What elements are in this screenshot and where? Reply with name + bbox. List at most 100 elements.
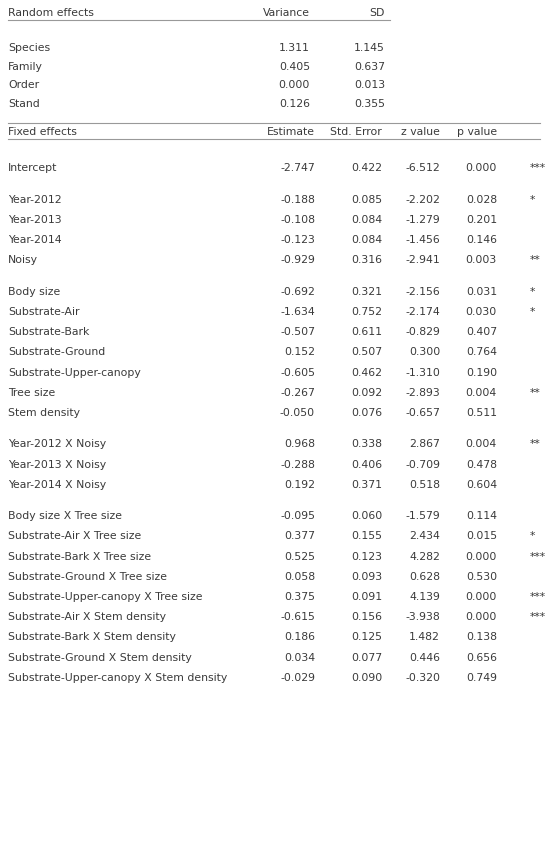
Text: -0.288: -0.288: [280, 460, 315, 470]
Text: -0.692: -0.692: [280, 287, 315, 297]
Text: 0.518: 0.518: [409, 479, 440, 490]
Text: 0.637: 0.637: [354, 62, 385, 71]
Text: 0.749: 0.749: [466, 673, 497, 683]
Text: 0.138: 0.138: [466, 633, 497, 642]
Text: 0.422: 0.422: [351, 164, 382, 173]
Text: 0.338: 0.338: [351, 440, 382, 449]
Text: 0.371: 0.371: [351, 479, 382, 490]
Text: 0.060: 0.060: [351, 511, 382, 521]
Text: Body size: Body size: [8, 287, 60, 297]
Text: -0.657: -0.657: [405, 408, 440, 418]
Text: 0.000: 0.000: [466, 612, 497, 623]
Text: 0.300: 0.300: [408, 348, 440, 357]
Text: 0.377: 0.377: [284, 531, 315, 541]
Text: 0.092: 0.092: [351, 388, 382, 398]
Text: 0.478: 0.478: [466, 460, 497, 470]
Text: -0.050: -0.050: [280, 408, 315, 418]
Text: Intercept: Intercept: [8, 164, 57, 173]
Text: -0.507: -0.507: [280, 327, 315, 337]
Text: SD: SD: [370, 8, 385, 18]
Text: 0.084: 0.084: [351, 215, 382, 225]
Text: 0.604: 0.604: [466, 479, 497, 490]
Text: -2.941: -2.941: [405, 256, 440, 265]
Text: 0.321: 0.321: [351, 287, 382, 297]
Text: Substrate-Bark X Tree size: Substrate-Bark X Tree size: [8, 551, 151, 562]
Text: -0.188: -0.188: [280, 195, 315, 205]
Text: Body size X Tree size: Body size X Tree size: [8, 511, 122, 521]
Text: **: **: [530, 440, 541, 449]
Text: Stand: Stand: [8, 99, 40, 109]
Text: Substrate-Air X Tree size: Substrate-Air X Tree size: [8, 531, 141, 541]
Text: 1.482: 1.482: [409, 633, 440, 642]
Text: -0.123: -0.123: [280, 235, 315, 245]
Text: -1.579: -1.579: [405, 511, 440, 521]
Text: 0.764: 0.764: [466, 348, 497, 357]
Text: -0.829: -0.829: [405, 327, 440, 337]
Text: 0.375: 0.375: [284, 592, 315, 602]
Text: 1.145: 1.145: [354, 42, 385, 53]
Text: 0.028: 0.028: [466, 195, 497, 205]
Text: Random effects: Random effects: [8, 8, 94, 18]
Text: 0.085: 0.085: [351, 195, 382, 205]
Text: 0.058: 0.058: [284, 571, 315, 582]
Text: Variance: Variance: [263, 8, 310, 18]
Text: -0.709: -0.709: [405, 460, 440, 470]
Text: 2.867: 2.867: [409, 440, 440, 449]
Text: 0.030: 0.030: [466, 307, 497, 316]
Text: 0.530: 0.530: [466, 571, 497, 582]
Text: 0.507: 0.507: [351, 348, 382, 357]
Text: -2.156: -2.156: [405, 287, 440, 297]
Text: Substrate-Ground X Tree size: Substrate-Ground X Tree size: [8, 571, 167, 582]
Text: 0.077: 0.077: [351, 653, 382, 662]
Text: -0.029: -0.029: [280, 673, 315, 683]
Text: Substrate-Bark X Stem density: Substrate-Bark X Stem density: [8, 633, 176, 642]
Text: Substrate-Bark: Substrate-Bark: [8, 327, 89, 337]
Text: -0.320: -0.320: [405, 673, 440, 683]
Text: *: *: [530, 531, 535, 541]
Text: 2.434: 2.434: [409, 531, 440, 541]
Text: 0.406: 0.406: [351, 460, 382, 470]
Text: ***: ***: [530, 592, 546, 602]
Text: 0.084: 0.084: [351, 235, 382, 245]
Text: Year-2013 X Noisy: Year-2013 X Noisy: [8, 460, 106, 470]
Text: ***: ***: [530, 551, 546, 562]
Text: -1.456: -1.456: [405, 235, 440, 245]
Text: 0.013: 0.013: [354, 81, 385, 90]
Text: 0.656: 0.656: [466, 653, 497, 662]
Text: 0.190: 0.190: [466, 368, 497, 378]
Text: 0.034: 0.034: [284, 653, 315, 662]
Text: -3.938: -3.938: [405, 612, 440, 623]
Text: 0.525: 0.525: [284, 551, 315, 562]
Text: Substrate-Upper-canopy: Substrate-Upper-canopy: [8, 368, 141, 378]
Text: 0.752: 0.752: [351, 307, 382, 316]
Text: -2.202: -2.202: [405, 195, 440, 205]
Text: *: *: [530, 195, 535, 205]
Text: 0.146: 0.146: [466, 235, 497, 245]
Text: 0.031: 0.031: [466, 287, 497, 297]
Text: 0.125: 0.125: [351, 633, 382, 642]
Text: 0.093: 0.093: [351, 571, 382, 582]
Text: Stem density: Stem density: [8, 408, 80, 418]
Text: -0.605: -0.605: [280, 368, 315, 378]
Text: p value: p value: [457, 127, 497, 137]
Text: 4.139: 4.139: [409, 592, 440, 602]
Text: 0.155: 0.155: [351, 531, 382, 541]
Text: Year-2014 X Noisy: Year-2014 X Noisy: [8, 479, 106, 490]
Text: 0.003: 0.003: [466, 256, 497, 265]
Text: -1.310: -1.310: [405, 368, 440, 378]
Text: Species: Species: [8, 42, 50, 53]
Text: 0.004: 0.004: [466, 440, 497, 449]
Text: *: *: [530, 307, 535, 316]
Text: 0.000: 0.000: [466, 592, 497, 602]
Text: 0.186: 0.186: [284, 633, 315, 642]
Text: **: **: [530, 256, 541, 265]
Text: 0.201: 0.201: [466, 215, 497, 225]
Text: 0.446: 0.446: [409, 653, 440, 662]
Text: Year-2012: Year-2012: [8, 195, 62, 205]
Text: Estimate: Estimate: [267, 127, 315, 137]
Text: Family: Family: [8, 62, 43, 71]
Text: 0.611: 0.611: [351, 327, 382, 337]
Text: Year-2013: Year-2013: [8, 215, 62, 225]
Text: -2.747: -2.747: [280, 164, 315, 173]
Text: -0.267: -0.267: [280, 388, 315, 398]
